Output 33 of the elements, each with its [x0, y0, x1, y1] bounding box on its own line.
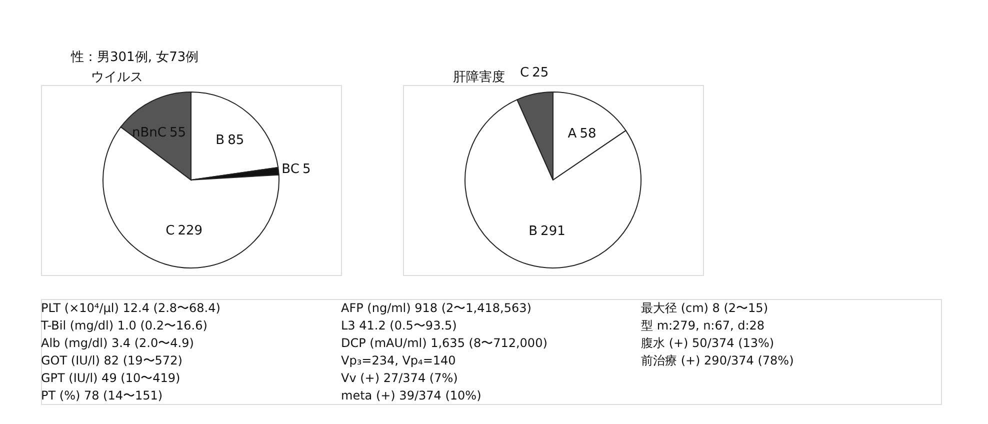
- text: PLT (×10⁴/μl) 12.4 (2.8〜68.4): [41, 300, 220, 315]
- text: L3 41.2 (0.5〜93.5): [341, 318, 457, 332]
- text: 腹水 (+) 50/374 (13%): [641, 336, 774, 350]
- text: meta (+) 39/374 (10%): [341, 388, 482, 402]
- text: 性：男301例, 女73例: [70, 50, 199, 65]
- slice-label: C: [166, 224, 175, 239]
- text: Vp₃=234, Vp₄=140: [341, 353, 456, 368]
- data-label: 58: [580, 126, 596, 142]
- slice-label: A: [568, 126, 577, 142]
- chart-title: ウイルス: [91, 70, 143, 85]
- data-label: 25: [532, 65, 549, 80]
- text: T-Bil (mg/dl) 1.0 (0.2〜16.6): [40, 318, 208, 332]
- chart-title: 肝障害度: [453, 69, 505, 85]
- slice-label: B: [528, 224, 538, 239]
- data-label: 229: [178, 224, 203, 239]
- text: 型 m:279, n:67, d:28: [641, 318, 765, 332]
- text: PT (%) 78 (14〜151): [41, 388, 163, 402]
- text: DCP (mAU/ml) 1,635 (8〜712,000): [341, 336, 548, 350]
- data-label: 5: [302, 162, 311, 177]
- data-label: 85: [228, 133, 244, 148]
- text: AFP (ng/ml) 918 (2〜1,418,563): [341, 300, 532, 315]
- text: GPT (IU/l) 49 (10〜419): [41, 370, 180, 385]
- text: 最大径 (cm) 8 (2〜15): [641, 300, 768, 315]
- text: GOT (IU/l) 82 (19〜572): [41, 353, 182, 368]
- text: Vv (+) 27/374 (7%): [341, 370, 458, 385]
- slice-label: C: [520, 65, 530, 80]
- data-label: 55: [169, 126, 186, 141]
- slice-label: nBnC: [132, 126, 166, 141]
- text: 前治療 (+) 290/374 (78%): [641, 353, 794, 368]
- data-label: 291: [540, 224, 566, 239]
- slice-label: B: [216, 133, 225, 148]
- slice-label: BC: [282, 162, 300, 177]
- text: Alb (mg/dl) 3.4 (2.0〜4.9): [41, 336, 194, 350]
